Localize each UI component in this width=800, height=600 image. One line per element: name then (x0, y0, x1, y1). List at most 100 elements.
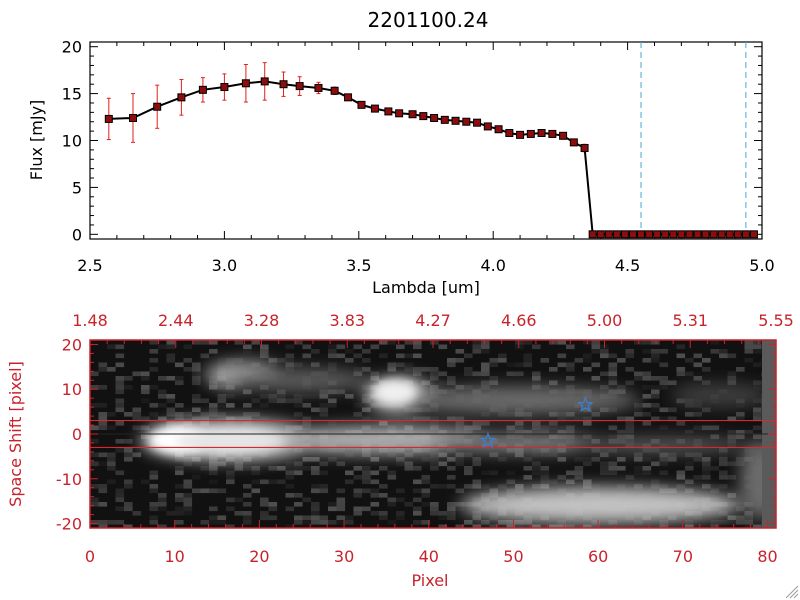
noise-cell (532, 376, 541, 381)
noise-cell (158, 403, 167, 408)
noise-cell (192, 340, 201, 345)
noise-cell (115, 385, 125, 390)
image-top-tick-label: 3.28 (244, 311, 280, 330)
spectrum-y-tick-label: 20 (62, 38, 82, 57)
noise-cell (319, 488, 329, 494)
noise-cell (260, 502, 269, 507)
noise-cell (685, 520, 694, 525)
noise-cell (506, 488, 516, 494)
data-point-marker (628, 230, 637, 239)
noise-cell (455, 461, 465, 467)
spectrum-x-tick-label: 5.0 (749, 256, 774, 275)
noise-cell (421, 520, 431, 525)
noise-cell (328, 367, 337, 372)
noise-cell (430, 367, 439, 372)
spectrum-y-label: Flux [mJy] (27, 100, 46, 181)
noise-cell (319, 515, 329, 521)
noise-cell (506, 371, 516, 377)
image-x-tick-label: 20 (249, 547, 269, 566)
noise-cell (158, 497, 167, 503)
noise-cell (540, 452, 550, 458)
noise-cell (200, 340, 210, 345)
noise-cell (370, 457, 380, 462)
noise-cell (132, 412, 142, 417)
noise-cell (608, 425, 618, 431)
noise-cell (302, 353, 312, 359)
noise-cell (498, 412, 507, 417)
noise-cell (404, 461, 414, 467)
noise-cell (396, 353, 405, 359)
data-point-marker (220, 83, 229, 92)
noise-cell (727, 416, 737, 422)
noise-cell (651, 389, 660, 395)
noise-cell (90, 385, 99, 390)
noise-cell (625, 430, 635, 435)
noise-cell (209, 407, 218, 413)
noise-cell (506, 479, 516, 485)
noise-cell (617, 389, 626, 395)
noise-cell (413, 367, 422, 372)
noise-cell (472, 524, 482, 528)
noise-cell (404, 452, 414, 458)
noise-cell (370, 488, 380, 494)
noise-cell (515, 425, 524, 431)
noise-cell (294, 461, 303, 467)
noise-cell (226, 479, 235, 485)
noise-cell (413, 520, 422, 525)
noise-cell (311, 457, 320, 462)
noise-cell (583, 416, 592, 422)
noise-cell (192, 416, 201, 422)
noise-cell (149, 515, 159, 521)
noise-cell (217, 515, 227, 521)
noise-cell (600, 371, 609, 377)
noise-cell (608, 461, 618, 467)
noise-cell (98, 403, 108, 408)
noise-cell (311, 506, 320, 512)
noise-cell (472, 520, 482, 525)
noise-cell (515, 430, 524, 435)
image-x-tick-label: 40 (419, 547, 439, 566)
data-point-marker (153, 102, 162, 111)
noise-cell (447, 506, 456, 512)
noise-cell (736, 430, 745, 435)
noise-cell (472, 425, 482, 431)
data-point-marker (314, 83, 323, 92)
error-bars (106, 62, 587, 153)
noise-cell (710, 520, 720, 525)
noise-cell (744, 430, 754, 435)
noise-cell (209, 461, 218, 467)
noise-cell (736, 412, 745, 417)
noise-cell (753, 362, 762, 368)
noise-cell (149, 506, 159, 512)
data-point-marker (177, 93, 186, 102)
noise-cell (251, 466, 261, 471)
noise-cell (175, 412, 184, 417)
noise-cell (744, 358, 754, 363)
noise-cell (498, 358, 507, 363)
noise-cell (166, 407, 176, 413)
noise-cell (362, 452, 371, 458)
noise-cell (413, 511, 422, 516)
noise-cell (132, 407, 142, 413)
noise-cell (591, 412, 601, 417)
noise-cell (727, 434, 737, 440)
data-point-marker (198, 85, 207, 94)
spectrum-frame (89, 41, 763, 240)
data-point-marker (661, 230, 670, 239)
noise-cell (642, 403, 652, 408)
noise-cell (175, 484, 184, 489)
noise-cell (268, 515, 278, 521)
noise-cell (319, 520, 329, 525)
noise-cell (285, 398, 295, 404)
noise-cell (583, 353, 592, 359)
noise-cell (455, 457, 465, 462)
noise-cell (149, 502, 159, 507)
noise-cell (90, 425, 99, 431)
resize-grip-icon[interactable] (785, 585, 799, 599)
noise-cell (141, 385, 150, 390)
flux-series-line (108, 80, 754, 236)
noise-cell (523, 358, 533, 363)
noise-cell (532, 425, 541, 431)
noise-cell (260, 403, 269, 408)
noise-cell (625, 380, 635, 386)
